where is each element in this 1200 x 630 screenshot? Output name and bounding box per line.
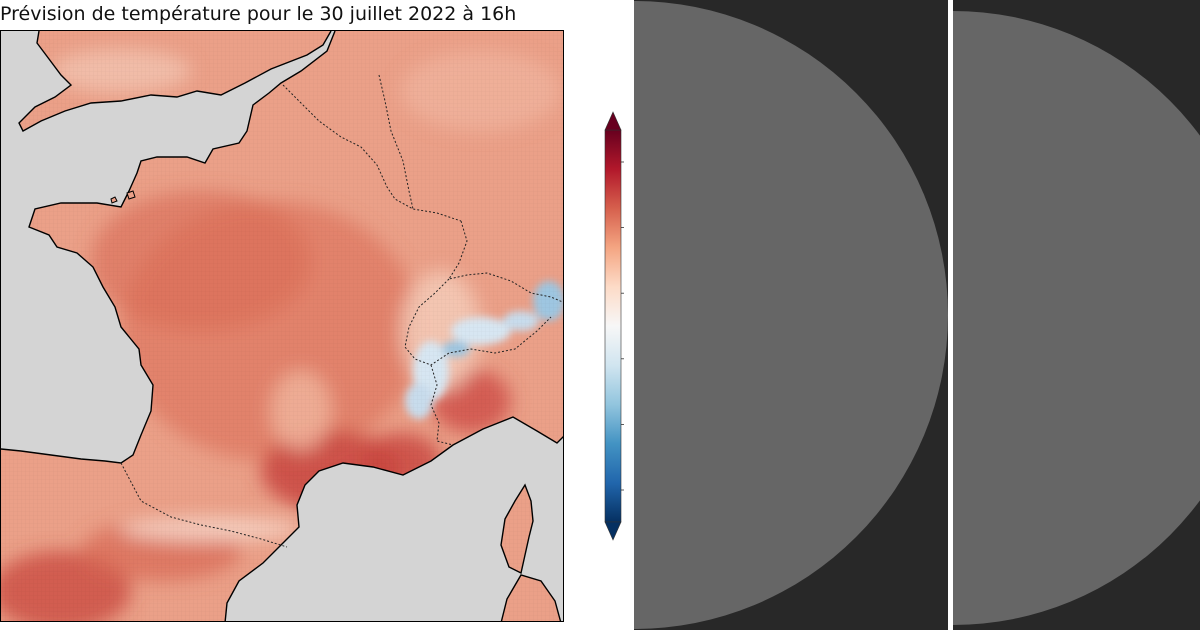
colorbar-gradient	[604, 129, 622, 523]
temperature-map[interactable]	[0, 30, 564, 622]
panel-divider	[948, 0, 953, 630]
gray-half-disc	[634, 1, 948, 629]
border-belgium	[282, 84, 462, 222]
border-germany	[378, 74, 414, 210]
side-panel-right	[953, 0, 1200, 630]
coastline-corsica	[500, 483, 534, 575]
map-title: Prévision de température pour le 30 juil…	[0, 3, 517, 25]
coastline-mediterranean	[224, 416, 563, 621]
side-panel-left	[634, 0, 948, 630]
coastline-france	[1, 31, 336, 464]
colorbar-extend-min	[604, 521, 622, 541]
colorbar-extend-max	[604, 111, 622, 131]
temperature-colorbar	[598, 110, 628, 542]
island-jersey	[126, 190, 136, 200]
coastline-sardinia	[500, 574, 562, 621]
border-east	[447, 220, 563, 303]
border-spain	[120, 462, 288, 548]
coastline-england	[18, 31, 332, 132]
border-italy	[430, 364, 454, 446]
island-guernsey	[110, 196, 118, 204]
gray-half-disc	[953, 11, 1200, 625]
